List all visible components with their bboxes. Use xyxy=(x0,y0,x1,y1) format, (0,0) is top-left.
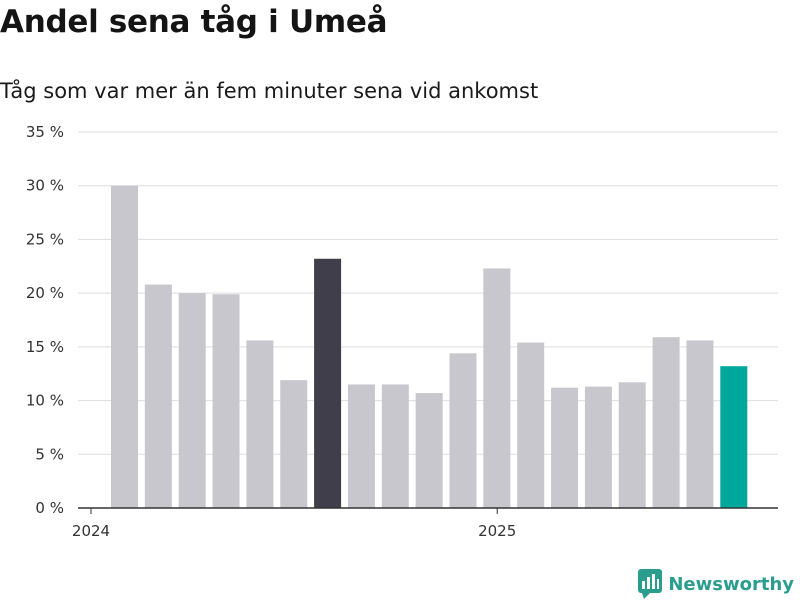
bars xyxy=(111,185,748,508)
y-tick-label: 30 % xyxy=(26,177,64,195)
newsworthy-logo-text: Newsworthy xyxy=(668,573,794,595)
y-tick-label: 5 % xyxy=(35,445,64,463)
bar-2024-02 xyxy=(144,284,172,508)
y-tick-label: 35 % xyxy=(26,123,64,141)
bar-2025-02 xyxy=(551,387,579,508)
bar-chart: 0 % 5 % 10 % 15 % 20 % 25 % 30 % 35 % 2024 2025 xyxy=(26,123,778,540)
newsworthy-logo: Newsworthy xyxy=(638,568,794,600)
bar-2025-03 xyxy=(584,386,612,508)
bar-2024-06 xyxy=(280,380,308,508)
y-tick-label: 20 % xyxy=(26,284,64,302)
newsworthy-logo-icon xyxy=(638,569,663,599)
bar-2024-08 xyxy=(347,384,375,508)
y-axis-tick-labels: 0 % 5 % 10 % 15 % 20 % 25 % 30 % 35 % xyxy=(26,123,64,517)
bar-2025-04 xyxy=(618,382,646,508)
chart-subtitle: Tåg som var mer än fem minuter sena vid … xyxy=(0,79,539,103)
bar-2025-01 xyxy=(517,342,545,508)
bar-2025-07 xyxy=(720,366,748,508)
chart-title: Andel sena tåg i Umeå xyxy=(0,4,388,40)
bar-2025-06 xyxy=(686,340,714,508)
bar-2024-12 xyxy=(483,268,511,508)
bar-2024-11 xyxy=(449,353,477,508)
y-tick-label: 15 % xyxy=(26,338,64,356)
x-tick-label: 2024 xyxy=(72,522,110,540)
x-tick-label: 2025 xyxy=(478,522,516,540)
bar-2024-03 xyxy=(178,293,206,508)
bar-2024-09 xyxy=(381,384,409,508)
y-tick-label: 25 % xyxy=(26,230,64,248)
bar-2024-01 xyxy=(111,185,138,508)
y-tick-label: 0 % xyxy=(35,499,64,517)
bar-2025-05 xyxy=(652,337,680,508)
bar-2024-05 xyxy=(246,340,274,508)
y-tick-label: 10 % xyxy=(26,392,64,410)
bar-2024-04 xyxy=(212,294,240,508)
bar-2024-07 xyxy=(314,258,342,508)
x-axis-tick-labels: 2024 2025 xyxy=(72,508,516,540)
bar-2024-10 xyxy=(415,393,443,508)
